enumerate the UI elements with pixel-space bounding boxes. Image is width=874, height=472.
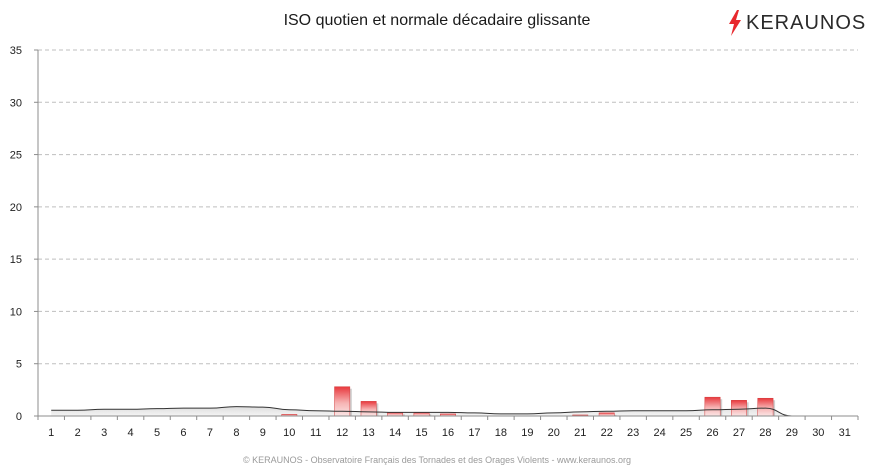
y-tick-label: 0	[16, 411, 22, 423]
x-tick-label: 14	[389, 427, 401, 439]
logo-text: KERAUNOS	[746, 11, 867, 34]
bar	[731, 400, 747, 417]
x-tick-label: 16	[442, 427, 454, 439]
y-tick-label: 10	[10, 306, 22, 318]
x-tick-label: 3	[101, 427, 107, 439]
normal-area-layer	[51, 406, 845, 416]
x-tick-label: 26	[706, 427, 718, 439]
y-tick-label: 25	[10, 150, 22, 162]
x-tick-label: 7	[207, 427, 213, 439]
x-tick-label: 22	[601, 427, 613, 439]
y-tick-label: 5	[16, 359, 22, 371]
x-tick-label: 2	[75, 427, 81, 439]
x-tick-label: 5	[154, 427, 160, 439]
bar	[360, 401, 377, 417]
bar	[413, 412, 430, 417]
x-tick-label: 27	[733, 427, 745, 439]
x-tick-label: 19	[521, 427, 533, 439]
x-tick-label: 8	[233, 427, 239, 439]
chart-title: ISO quotien et normale décadaire glissan…	[283, 12, 591, 29]
y-tick-label: 35	[10, 45, 22, 57]
bar	[704, 396, 721, 417]
bar	[387, 412, 404, 417]
x-tick-label: 18	[495, 427, 507, 439]
x-tick-label: 10	[283, 427, 295, 439]
lightning-bolt-icon	[729, 10, 741, 36]
x-tick-label: 12	[336, 427, 348, 439]
axis-layer	[34, 49, 859, 420]
y-tick-label: 20	[10, 202, 22, 214]
footer-credit: © KERAUNOS - Observatoire Français des T…	[243, 455, 631, 465]
bar-layer	[281, 386, 776, 417]
x-tick-label: 20	[548, 427, 560, 439]
x-tick-label: 4	[128, 427, 134, 439]
x-tick-label: 30	[812, 427, 824, 439]
x-tick-label: 28	[759, 427, 771, 439]
keraunos-logo: KERAUNOS	[728, 9, 866, 37]
x-tick-label: 25	[680, 427, 692, 439]
x-tick-label: 21	[574, 427, 586, 439]
x-tick-label: 17	[468, 427, 480, 439]
x-tick-label: 24	[653, 427, 665, 439]
y-tick-label: 30	[10, 97, 22, 109]
x-tick-label: 15	[415, 427, 427, 439]
normal-area	[51, 406, 845, 416]
x-tick-label: 31	[839, 427, 851, 439]
x-tick-label: 1	[48, 427, 54, 439]
x-tick-label: 29	[786, 427, 798, 439]
normal-line	[51, 406, 845, 417]
bar	[757, 397, 774, 417]
x-tick-label: 13	[363, 427, 375, 439]
grid-layer	[38, 49, 858, 365]
normal-line-layer	[51, 406, 845, 417]
x-tick-label: 6	[180, 427, 186, 439]
x-tick-label: 9	[260, 427, 266, 439]
y-tick-label: 15	[10, 254, 22, 266]
x-tick-label: 11	[310, 427, 321, 439]
x-tick-label: 23	[627, 427, 639, 439]
